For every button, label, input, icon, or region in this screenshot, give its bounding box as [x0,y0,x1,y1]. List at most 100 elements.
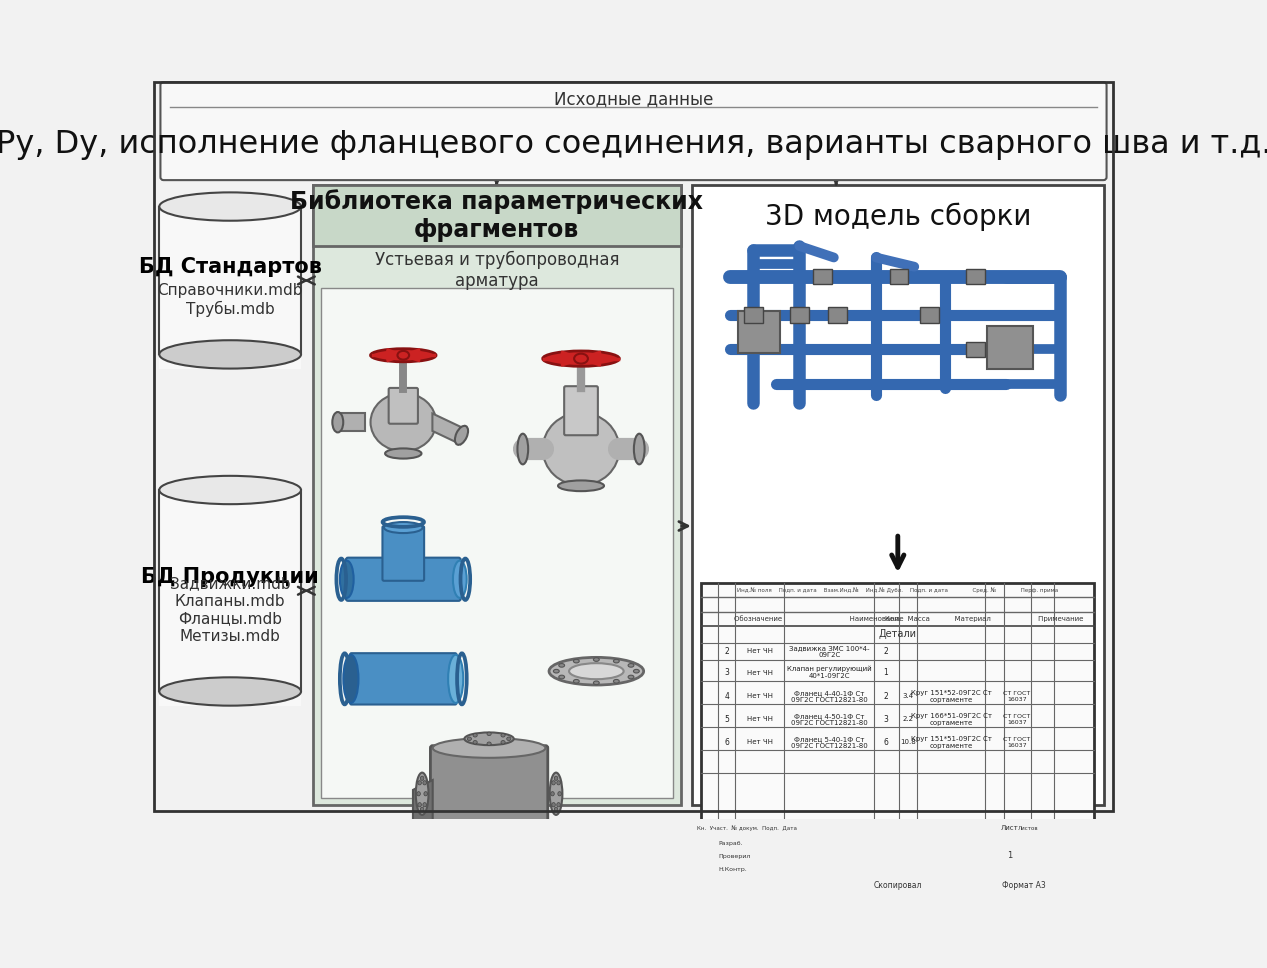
Ellipse shape [160,340,302,369]
Text: Скопировал: Скопировал [874,881,922,891]
Ellipse shape [634,669,640,673]
FancyBboxPatch shape [967,269,984,285]
Text: Инд.№ поля    Подп. и дата    Взам.Инд.№    Инд.№ Дубл.    Подп. и дата         : Инд.№ поля Подп. и дата Взам.Инд.№ Инд.№… [737,588,1058,592]
FancyBboxPatch shape [791,307,808,322]
FancyBboxPatch shape [692,185,1104,805]
Ellipse shape [552,802,555,807]
FancyBboxPatch shape [346,558,461,601]
Ellipse shape [554,807,557,811]
Text: Библиотека параметрических
фрагментов: Библиотека параметрических фрагментов [290,189,703,242]
Ellipse shape [542,351,620,366]
Text: 2: 2 [883,647,888,655]
FancyBboxPatch shape [889,269,908,285]
Ellipse shape [487,741,492,745]
Ellipse shape [473,741,478,744]
Ellipse shape [556,802,560,807]
Ellipse shape [613,659,620,663]
Ellipse shape [613,680,620,683]
Text: Кн.  Участ.  № докум.  Подп.  Дата: Кн. Участ. № докум. Подп. Дата [697,826,797,832]
Text: Лист: Лист [1001,826,1019,832]
Ellipse shape [370,348,436,362]
FancyBboxPatch shape [161,82,1106,180]
Ellipse shape [423,780,427,785]
Text: 3D модель сборки: 3D модель сборки [764,202,1031,231]
Ellipse shape [452,560,466,598]
Ellipse shape [423,802,427,807]
FancyBboxPatch shape [744,307,763,322]
Ellipse shape [500,741,506,744]
FancyBboxPatch shape [920,307,939,322]
FancyBboxPatch shape [739,311,780,353]
Ellipse shape [542,412,620,485]
Text: 6: 6 [883,738,888,747]
Ellipse shape [628,663,634,667]
FancyBboxPatch shape [383,526,424,581]
Ellipse shape [160,678,302,706]
FancyBboxPatch shape [702,583,1095,893]
Ellipse shape [593,681,599,684]
FancyBboxPatch shape [313,185,680,246]
Text: Обозначение                              Наименование: Обозначение Наименование [735,616,903,622]
Ellipse shape [421,807,424,811]
Ellipse shape [554,669,559,673]
FancyBboxPatch shape [389,388,418,424]
Ellipse shape [593,657,599,661]
Ellipse shape [433,738,546,758]
Ellipse shape [574,353,588,364]
Ellipse shape [556,780,560,785]
Ellipse shape [634,434,645,465]
FancyBboxPatch shape [987,326,1033,369]
Ellipse shape [569,663,623,680]
Ellipse shape [416,772,428,815]
Ellipse shape [421,776,424,780]
Text: 1: 1 [1007,851,1012,860]
Text: 2: 2 [883,692,888,701]
Text: Задвижка ЗМС 100*4-
09Г2С: Задвижка ЗМС 100*4- 09Г2С [789,645,869,658]
Ellipse shape [465,733,513,745]
Ellipse shape [385,448,422,459]
Text: Нет ЧН: Нет ЧН [746,670,773,676]
Ellipse shape [549,657,644,685]
Ellipse shape [559,663,565,667]
Ellipse shape [370,393,436,451]
Text: Кол.   Масса           Материал                     Примечание: Кол. Масса Материал Примечание [886,616,1083,622]
Text: 5: 5 [725,715,729,724]
Ellipse shape [554,776,557,780]
Text: Н.Контр.: Н.Контр. [718,867,748,872]
Text: Разраб.: Разраб. [718,841,742,846]
Text: Фланец 4-50-1Ф Ст
09Г2С ГОСТ12821-80: Фланец 4-50-1Ф Ст 09Г2С ГОСТ12821-80 [791,713,868,726]
Text: СТ ГОСТ
16037: СТ ГОСТ 16037 [1003,714,1030,725]
Text: 1: 1 [883,668,888,678]
Text: Проверил: Проверил [718,854,750,859]
Ellipse shape [449,654,464,703]
Text: СТ ГОСТ
16037: СТ ГОСТ 16037 [1003,691,1030,702]
Ellipse shape [559,676,565,679]
Ellipse shape [473,734,478,737]
Text: БД Продукции: БД Продукции [142,567,319,587]
Ellipse shape [487,732,492,736]
Ellipse shape [340,560,353,598]
Ellipse shape [418,802,422,807]
Text: Ру, Dy, исполнение фланцевого соединения, варианты сварного шва и т.д.: Ру, Dy, исполнение фланцевого соединения… [0,130,1267,161]
Text: 2.2: 2.2 [902,716,914,722]
Text: Нет ЧН: Нет ЧН [746,740,773,745]
Ellipse shape [500,734,506,737]
Text: Исходные данные: Исходные данные [554,90,713,107]
Text: Круг 151*52-09Г2С Ст
сортаменте: Круг 151*52-09Г2С Ст сортаменте [911,690,991,703]
Ellipse shape [574,680,579,683]
Text: Нет ЧН: Нет ЧН [746,716,773,722]
FancyBboxPatch shape [313,185,680,805]
Ellipse shape [424,792,427,796]
FancyBboxPatch shape [813,269,831,285]
Text: БД Стандартов: БД Стандартов [138,257,322,277]
Bar [160,490,302,706]
Ellipse shape [550,772,563,815]
Ellipse shape [418,780,422,785]
Text: Нет ЧН: Нет ЧН [746,649,773,654]
Ellipse shape [552,780,555,785]
FancyBboxPatch shape [431,745,547,842]
Ellipse shape [628,676,634,679]
Ellipse shape [332,412,343,433]
Ellipse shape [574,659,579,663]
Text: Устьевая и трубопроводная
арматура: Устьевая и трубопроводная арматура [375,251,620,290]
